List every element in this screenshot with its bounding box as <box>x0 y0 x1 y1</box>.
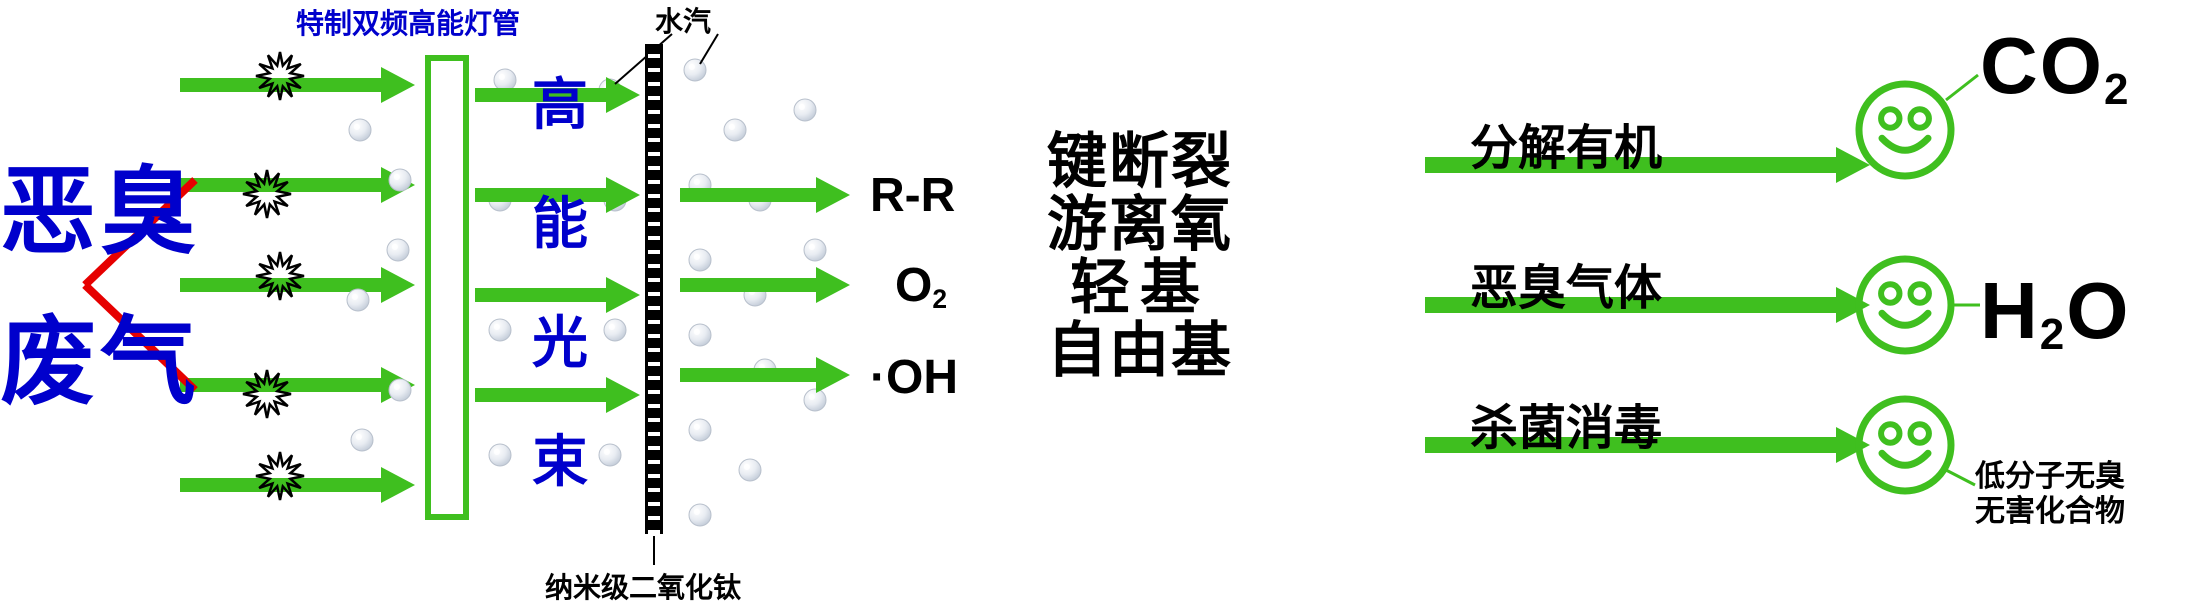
product-h2o: H2O <box>1980 265 2131 357</box>
process-1: 恶臭气体 <box>1470 248 1662 318</box>
center-3: 自由基 <box>1000 319 1280 382</box>
uv-lamp <box>425 55 469 520</box>
process-0: 分解有机 <box>1470 108 1662 178</box>
tio2-label: 纳米级二氧化钛 <box>545 566 741 606</box>
beam-label-group: 高 能 光 束 <box>532 60 592 498</box>
diagram-root: 恶臭 废气 特制双频高能灯管 高 能 光 束 水汽 纳米级二氧化钛 R-R O2… <box>0 0 2205 614</box>
product-compound: 低分子无臭 无害化合物 <box>1975 460 2125 529</box>
reactant-1: O2 <box>895 258 947 313</box>
beam-char-2: 光 <box>532 298 592 379</box>
source-label-1: 恶臭 <box>0 160 200 266</box>
beam-char-1: 能 <box>532 179 592 260</box>
reactant-0: R-R <box>870 168 955 223</box>
process-2: 杀菌消毒 <box>1470 388 1662 458</box>
compound-l1: 低分子无臭 <box>1975 460 2125 495</box>
reactant-2: ·OH <box>870 350 958 405</box>
lamp-label: 特制双频高能灯管 <box>296 2 520 42</box>
center-0: 键断裂 <box>1000 130 1280 193</box>
tio2-bar <box>645 44 663 534</box>
beam-char-0: 高 <box>532 60 592 141</box>
source-label-2: 废气 <box>0 310 200 416</box>
center-1: 游离氧 <box>1000 193 1280 256</box>
center-block: 键断裂 游离氧 轻基 自由基 <box>1000 130 1280 382</box>
center-2: 轻基 <box>1000 256 1280 319</box>
compound-l2: 无害化合物 <box>1975 495 2125 530</box>
water-vapor-label: 水汽 <box>655 0 711 40</box>
beam-char-3: 束 <box>532 417 592 498</box>
product-co2: CO2 <box>1980 20 2130 112</box>
